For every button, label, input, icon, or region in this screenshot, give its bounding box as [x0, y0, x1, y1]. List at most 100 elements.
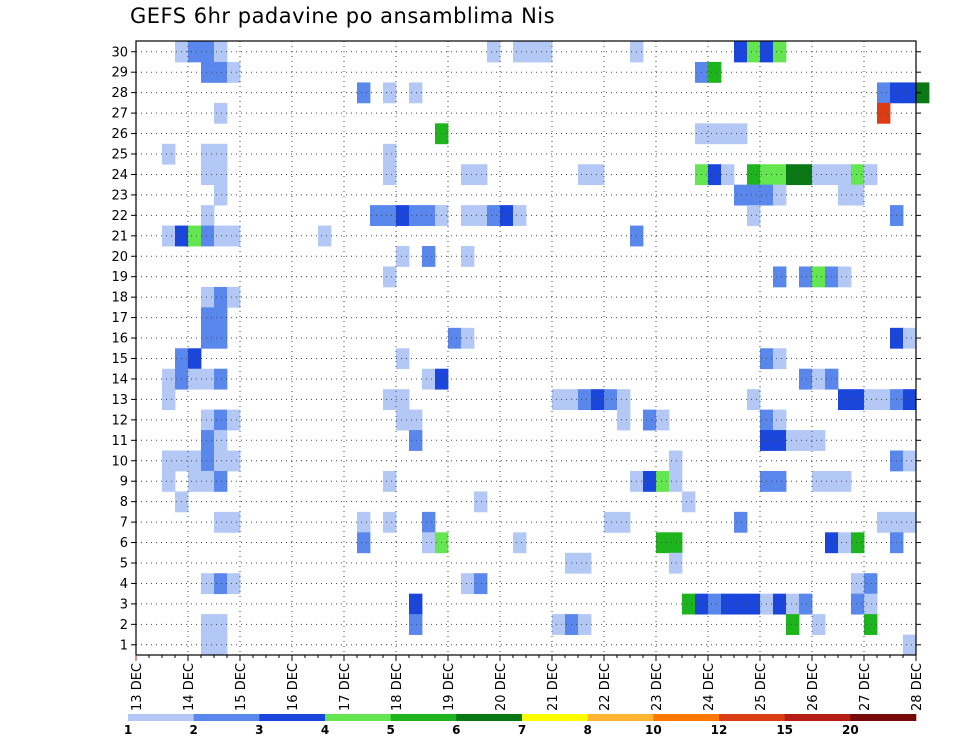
heatmap-cell [383, 205, 397, 226]
x-tick-label: 16 DEC [286, 663, 301, 711]
colorbar-swatch [587, 714, 654, 721]
y-tick-label: 22 [111, 209, 128, 224]
heatmap-cell [864, 573, 878, 595]
heatmap-cell [201, 205, 215, 226]
y-tick-label: 21 [111, 229, 128, 244]
heatmap-cell [201, 307, 215, 329]
heatmap-cell [812, 470, 826, 492]
heatmap-cell [708, 164, 722, 186]
heatmap-cell [734, 123, 748, 145]
heatmap-cell [838, 389, 852, 411]
heatmap-cell [487, 205, 501, 226]
y-tick-label: 29 [111, 66, 128, 81]
heatmap-cell [838, 184, 852, 206]
heatmap-cell [851, 184, 865, 206]
heatmap-cell [734, 41, 748, 63]
heatmap-cell [799, 430, 813, 451]
heatmap-cell [721, 123, 735, 145]
heatmap-cell [214, 511, 228, 533]
x-tick-label: 17 DEC [338, 663, 353, 711]
heatmap-cell [669, 532, 683, 554]
x-tick-label: 15 DEC [234, 663, 249, 711]
colorbar-label: 20 [842, 723, 859, 737]
heatmap-cell [214, 430, 228, 451]
heatmap-cell [188, 41, 202, 63]
colorbar-swatch [390, 714, 457, 721]
heatmap-cell [773, 593, 787, 615]
heatmap-cell [747, 389, 761, 411]
heatmap-cell [773, 430, 787, 451]
y-tick-label: 28 [111, 86, 128, 101]
y-tick-label: 25 [111, 148, 128, 163]
y-tick-label: 7 [120, 516, 128, 531]
heatmap-cell [773, 184, 787, 206]
heatmap-cell [617, 409, 631, 431]
heatmap-cell [162, 470, 176, 492]
y-tick-label: 27 [111, 107, 128, 122]
heatmap-cell [799, 593, 813, 615]
heatmap-cell [227, 511, 241, 533]
heatmap-cell [188, 450, 202, 472]
heatmap-cell [864, 593, 878, 615]
heatmap-cell [591, 164, 605, 186]
heatmap-cell [396, 389, 410, 411]
heatmap-cell [773, 164, 787, 186]
heatmap-cell [201, 164, 215, 186]
heatmap-cell [201, 327, 215, 349]
heatmap-cell [643, 470, 657, 492]
heatmap-cell [422, 246, 436, 267]
heatmap-cell [838, 532, 852, 554]
y-tick-label: 19 [111, 270, 128, 285]
colorbar-label: 1 [124, 723, 132, 737]
colorbar-label: 4 [321, 723, 329, 737]
heatmap-cell [214, 307, 228, 329]
heatmap-cell [422, 205, 436, 226]
heatmap-cell [864, 614, 878, 635]
heatmap-cell [201, 286, 215, 308]
heatmap-cell [214, 368, 228, 390]
heatmap-cell [201, 573, 215, 595]
heatmap-cell [383, 82, 397, 104]
colorbar-swatch [850, 714, 917, 721]
heatmap-cell [786, 430, 800, 451]
heatmap-cell [747, 164, 761, 186]
y-tick-label: 24 [111, 168, 128, 183]
heatmap-cell [461, 164, 475, 186]
heatmap-cell [383, 470, 397, 492]
colorbar-label: 6 [452, 723, 460, 737]
heatmap-cell [461, 246, 475, 267]
y-tick-label: 17 [111, 311, 128, 326]
x-tick-label: 26 DEC [806, 663, 821, 711]
heatmap-cell [903, 327, 917, 349]
heatmap-cell [786, 164, 800, 186]
x-tick-label: 21 DEC [546, 663, 561, 711]
heatmap-cell [422, 511, 436, 533]
heatmap-cell [604, 511, 618, 533]
heatmap-cell [201, 450, 215, 472]
heatmap-cell [591, 389, 605, 411]
heatmap-cell [214, 102, 228, 124]
heatmap-cell [851, 532, 865, 554]
y-tick-label: 12 [111, 413, 128, 428]
heatmap-cell [903, 450, 917, 472]
y-tick-label: 23 [111, 188, 128, 203]
heatmap-cell [214, 225, 228, 247]
heatmap-cell [227, 225, 241, 247]
heatmap-cell [474, 164, 488, 186]
heatmap-cell [708, 593, 722, 615]
heatmap-cell [214, 143, 228, 165]
grid-lines [136, 41, 916, 655]
x-tick-label: 25 DEC [754, 663, 769, 711]
heatmap-cell [227, 573, 241, 595]
colorbar-label: 3 [255, 723, 263, 737]
heatmap-cell [188, 225, 202, 247]
heatmap-cell [669, 470, 683, 492]
heatmap-cell [773, 41, 787, 63]
heatmap-cell [214, 450, 228, 472]
x-tick-label: 18 DEC [390, 663, 405, 711]
heatmap-cell [188, 470, 202, 492]
heatmap-cell [227, 409, 241, 431]
y-tick-label: 13 [111, 393, 128, 408]
heatmap-cell [474, 573, 488, 595]
heatmap-cell [682, 593, 696, 615]
